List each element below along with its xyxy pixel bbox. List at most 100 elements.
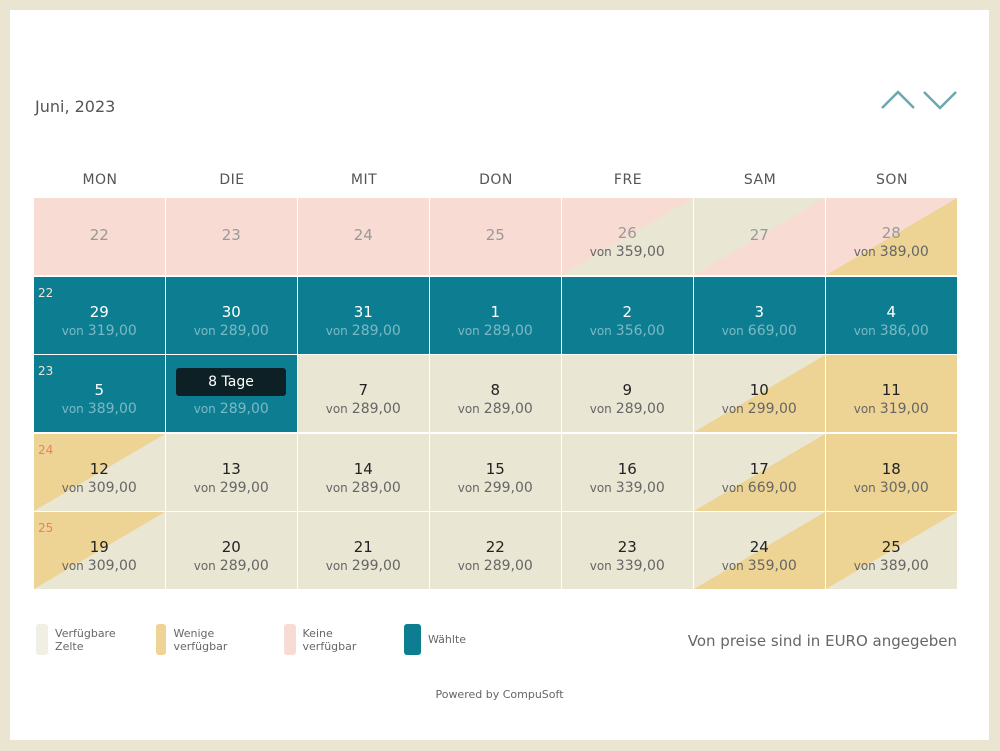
von-label: von (457, 323, 480, 338)
day-cell[interactable]: 25 von 389,00 (826, 512, 957, 589)
day-cell[interactable]: 5 von 389,00 23 (34, 355, 165, 432)
price-label: von 389,00 (826, 244, 957, 260)
price-label: von 299,00 (430, 480, 561, 496)
day-cell[interactable]: 17 von 669,00 (694, 433, 825, 511)
price-value: 359,00 (747, 558, 797, 574)
day-number: 1 (490, 302, 501, 321)
day-number: 30 (221, 302, 241, 321)
von-label: von (721, 402, 744, 416)
legend-label: Wenige verfügbar (173, 626, 228, 653)
chevron-down-icon (923, 91, 957, 110)
week-number: 24 (38, 442, 54, 457)
price-label: von 299,00 (298, 558, 429, 574)
day-cell[interactable]: 18 von 309,00 (826, 433, 957, 511)
price-label: von 356,00 (562, 323, 693, 339)
day-cell[interactable]: 30 von 289,00 (166, 276, 297, 354)
price-label: von 359,00 (562, 244, 693, 260)
legend-item: Wenige verfügbar (156, 624, 234, 655)
day-cell[interactable]: 4 von 386,00 (826, 276, 957, 354)
day-cell[interactable]: 24 von 359,00 (694, 512, 825, 589)
day-cell[interactable]: 23 (166, 198, 297, 275)
von-label: von (853, 323, 876, 338)
price-value: 289,00 (351, 401, 401, 417)
day-cell[interactable]: 9 von 289,00 (562, 355, 693, 432)
day-cell[interactable]: 27 (694, 198, 825, 275)
von-label: von (853, 402, 876, 416)
day-number: 25 (881, 538, 901, 556)
day-cell[interactable]: 12 von 309,00 24 (34, 433, 165, 511)
von-label: von (721, 480, 744, 495)
price-value: 289,00 (351, 479, 401, 496)
day-cell[interactable]: 24 (298, 198, 429, 275)
day-number: 24 (749, 538, 769, 556)
day-cell[interactable]: 20 von 289,00 (166, 512, 297, 589)
chevron-up-icon (881, 90, 915, 109)
calendar-panel: Juni, 2023 MON DIE MIT DON FRE SAM SON 8 Tage … (10, 10, 989, 740)
day-cell[interactable]: 11 von 319,00 (826, 355, 957, 432)
von-label: von (325, 323, 348, 338)
day-cell[interactable]: 21 von 299,00 (298, 512, 429, 589)
day-number: 15 (485, 459, 505, 478)
von-label: von (589, 480, 612, 495)
month-label: Juni, 2023 (35, 97, 116, 116)
price-value: 289,00 (219, 558, 269, 574)
day-number: 23 (221, 226, 241, 244)
price-label: von 339,00 (562, 480, 693, 496)
day-cell[interactable]: 16 von 339,00 (562, 433, 693, 511)
weekday-die: DIE (219, 172, 245, 188)
week-number: 23 (38, 364, 54, 378)
price-value: 386,00 (879, 322, 929, 339)
day-cell[interactable]: 1 von 289,00 (430, 276, 561, 354)
von-label: von (325, 402, 348, 416)
von-label: von (589, 323, 612, 338)
day-cell[interactable]: 8 von 289,00 (430, 355, 561, 432)
von-label: von (61, 402, 84, 416)
price-value: 389,00 (879, 558, 929, 574)
day-cell[interactable]: 31 von 289,00 (298, 276, 429, 354)
day-number: 4 (886, 302, 897, 321)
price-value: 289,00 (483, 322, 533, 339)
price-value: 309,00 (87, 479, 137, 496)
previous-month-button[interactable] (880, 88, 920, 118)
day-cell[interactable]: 22 von 289,00 (430, 512, 561, 589)
von-label: von (721, 323, 744, 338)
day-cell[interactable]: 23 von 339,00 (562, 512, 693, 589)
von-label: von (853, 559, 876, 573)
day-number: 7 (358, 381, 369, 399)
day-cell[interactable]: 26 von 359,00 (562, 198, 693, 275)
price-label: von 289,00 (166, 401, 297, 417)
day-cell[interactable]: 15 von 299,00 (430, 433, 561, 511)
day-number: 20 (221, 538, 241, 556)
price-value: 289,00 (615, 401, 665, 417)
price-label: von 289,00 (298, 401, 429, 417)
day-cell[interactable]: 10 von 299,00 (694, 355, 825, 432)
weekday-don: DON (479, 172, 513, 188)
price-value: 289,00 (483, 558, 533, 574)
price-label: von 319,00 (34, 323, 165, 339)
day-cell[interactable]: 22 (34, 198, 165, 275)
next-month-button[interactable] (920, 88, 960, 118)
day-cell[interactable]: 7 von 289,00 (298, 355, 429, 432)
day-number: 2 (622, 302, 633, 321)
price-label: von 289,00 (562, 401, 693, 417)
stay-length-tooltip: 8 Tage (176, 368, 286, 396)
price-label: von 289,00 (166, 558, 297, 574)
day-cell[interactable]: 2 von 356,00 (562, 276, 693, 354)
price-value: 309,00 (87, 558, 137, 574)
price-label: von 299,00 (166, 480, 297, 496)
day-cell[interactable]: 3 von 669,00 (694, 276, 825, 354)
von-label: von (457, 402, 480, 416)
week-number: 25 (38, 521, 54, 535)
day-number: 18 (881, 459, 901, 478)
day-cell[interactable]: 14 von 289,00 (298, 433, 429, 511)
day-cell[interactable]: 13 von 299,00 (166, 433, 297, 511)
day-cell[interactable]: 25 (430, 198, 561, 275)
price-value: 299,00 (483, 479, 533, 496)
price-label: von 289,00 (430, 323, 561, 339)
day-cell[interactable]: 19 von 309,00 25 (34, 512, 165, 589)
day-cell[interactable]: 28 von 389,00 (826, 198, 957, 275)
price-label: von 389,00 (826, 558, 957, 574)
price-value: 289,00 (219, 322, 269, 339)
von-label: von (721, 559, 744, 573)
day-cell[interactable]: 29 von 319,00 22 (34, 276, 165, 354)
